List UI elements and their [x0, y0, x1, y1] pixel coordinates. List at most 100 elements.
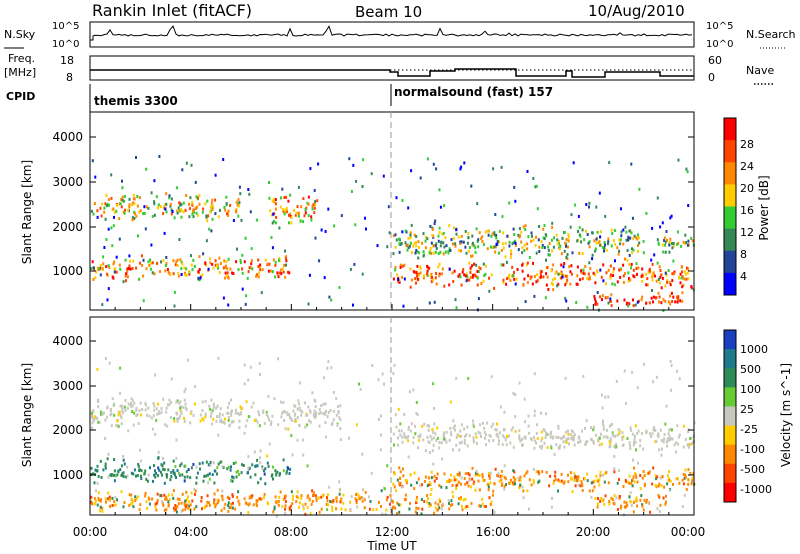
- power-cell: [619, 242, 622, 246]
- velocity-cell: [458, 441, 461, 445]
- power-cell: [241, 271, 244, 275]
- power-cell: [563, 262, 566, 265]
- power-cell: [112, 224, 115, 228]
- velocity-cell: [220, 494, 223, 498]
- power-cell: [168, 196, 171, 200]
- power-cell: [641, 279, 644, 283]
- power-cell: [180, 273, 183, 276]
- velocity-cell: [687, 430, 689, 434]
- velocity-cell: [211, 409, 214, 413]
- velocity-cell: [612, 434, 615, 438]
- velocity-cell: [396, 501, 399, 505]
- power-cell: [541, 244, 544, 247]
- velocity-cell: [443, 434, 446, 438]
- velocity-cell: [101, 506, 104, 510]
- velocity-cell: [394, 506, 397, 510]
- power-cell: [471, 264, 473, 268]
- power-cell: [655, 279, 658, 283]
- power-cell: [566, 253, 569, 257]
- power-cell: [594, 247, 597, 251]
- velocity-cell: [290, 434, 293, 438]
- velocity-cell: [135, 474, 137, 478]
- velocity-cell: [401, 435, 404, 439]
- velocity-cell: [115, 424, 118, 427]
- velocity-cell: [264, 467, 267, 471]
- power-cell: [188, 207, 191, 211]
- velocity-cell: [383, 487, 386, 491]
- power-cell: [465, 251, 468, 255]
- power-cell: [469, 276, 472, 279]
- velocity-cell: [659, 476, 662, 480]
- velocity-cell: [104, 418, 107, 422]
- velocity-cell: [480, 435, 482, 438]
- power-cell: [398, 237, 401, 241]
- velocity-cell: [285, 469, 288, 473]
- velocity-cell: [173, 508, 176, 512]
- velocity-cell: [501, 434, 504, 438]
- velocity-cell: [586, 440, 589, 444]
- power-cell: [140, 254, 143, 258]
- velocity-cell: [281, 411, 284, 415]
- velocity-cell: [578, 435, 581, 439]
- velocity-cell: [152, 402, 155, 406]
- power-cell: [398, 242, 401, 246]
- power-cell: [225, 260, 228, 264]
- velocity-ylabel: Slant Range [km]: [20, 363, 34, 467]
- velocity-cell: [192, 463, 195, 466]
- velocity-cell: [639, 498, 642, 502]
- power-cell: [123, 199, 125, 203]
- power-cell: [324, 230, 327, 233]
- power-cell: [437, 265, 440, 269]
- power-cell: [314, 236, 317, 240]
- velocity-cell: [153, 408, 156, 412]
- power-cell: [680, 244, 683, 248]
- power-cell: [172, 272, 175, 276]
- power-cell: [180, 267, 183, 271]
- velocity-cell: [616, 508, 619, 511]
- power-cell: [307, 214, 310, 218]
- power-cell: [653, 253, 656, 257]
- velocity-cell: [284, 511, 287, 515]
- power-cell: [149, 267, 152, 271]
- power-cell: [370, 172, 373, 176]
- velocity-cell: [170, 475, 173, 478]
- velocity-cell: [658, 482, 661, 486]
- velocity-cell: [621, 431, 624, 435]
- power-cell: [407, 244, 410, 248]
- power-cell: [434, 276, 437, 280]
- power-cell: [196, 205, 199, 209]
- velocity-cell: [234, 461, 237, 465]
- velocity-cell: [635, 475, 638, 479]
- velocity-cell: [212, 402, 215, 406]
- velocity-cell: [107, 497, 110, 501]
- power-cbar-tick-4: 4: [740, 270, 747, 283]
- velocity-cell: [155, 407, 158, 411]
- power-cell: [558, 242, 560, 246]
- velocity-cell: [375, 507, 378, 511]
- power-cell: [300, 205, 303, 209]
- velocity-cell: [104, 462, 107, 466]
- power-cell: [227, 257, 230, 261]
- velocity-cell: [354, 497, 357, 501]
- power-cell: [622, 280, 625, 284]
- velocity-cell: [179, 400, 182, 404]
- power-cell: [416, 264, 419, 268]
- power-cell: [226, 214, 229, 217]
- power-cell: [410, 223, 413, 227]
- velocity-cell: [99, 410, 102, 414]
- power-cell: [157, 203, 160, 207]
- velocity-cell: [244, 501, 247, 505]
- power-cell: [463, 161, 466, 165]
- velocity-cell: [210, 411, 213, 415]
- velocity-cell: [410, 483, 413, 487]
- velocity-cell: [266, 415, 269, 419]
- velocity-cell: [349, 500, 351, 504]
- power-cell: [652, 300, 654, 304]
- power-cell: [504, 241, 507, 245]
- velocity-cell: [175, 476, 177, 479]
- velocity-cell: [563, 434, 566, 438]
- velocity-cell: [97, 498, 100, 502]
- velocity-cell: [409, 473, 412, 476]
- power-cell: [680, 265, 683, 269]
- power-cell: [666, 238, 668, 242]
